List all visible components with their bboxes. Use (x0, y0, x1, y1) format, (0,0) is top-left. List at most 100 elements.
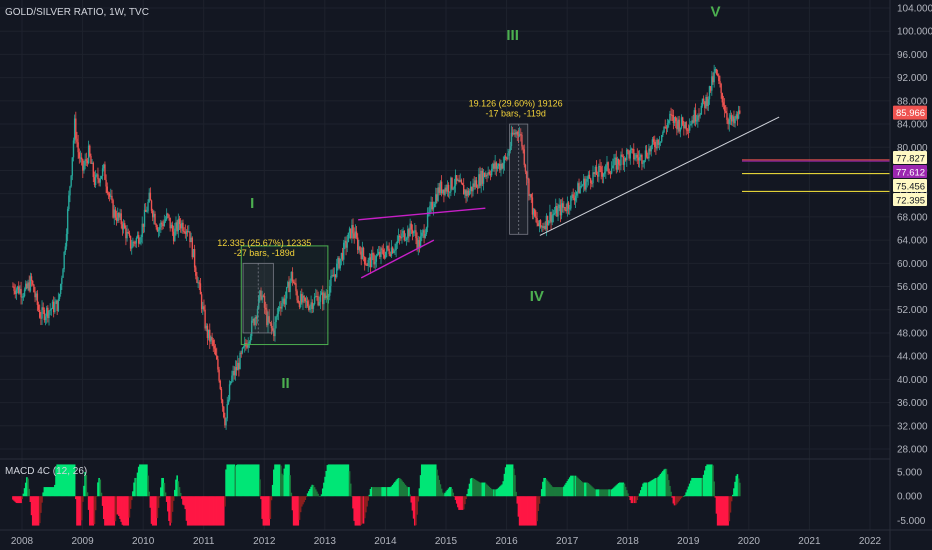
candle-body[interactable] (112, 200, 114, 218)
candle-body[interactable] (193, 249, 196, 268)
macd-bar[interactable] (503, 473, 506, 497)
macd-bar[interactable] (375, 487, 378, 497)
candle-body[interactable] (365, 264, 367, 266)
candle-body[interactable] (663, 126, 665, 133)
candle-body[interactable] (239, 352, 241, 370)
macd-bar[interactable] (353, 496, 356, 521)
macd-bar[interactable] (440, 488, 443, 497)
macd-bar[interactable] (167, 496, 169, 512)
candle-body[interactable] (63, 251, 65, 270)
candle-body[interactable] (48, 310, 50, 319)
candle-body[interactable] (658, 142, 661, 145)
candle-body[interactable] (230, 381, 232, 385)
macd-bar[interactable] (218, 496, 220, 526)
candle-body[interactable] (263, 296, 266, 308)
candle-body[interactable] (20, 288, 22, 298)
drawings-layer[interactable] (240, 116, 780, 346)
macd-bar[interactable] (686, 489, 689, 497)
candle-body[interactable] (368, 257, 371, 261)
candle-body[interactable] (555, 206, 557, 214)
macd-bar[interactable] (227, 464, 230, 497)
candle-body[interactable] (160, 222, 162, 228)
macd-bar[interactable] (691, 477, 693, 497)
macd-bar[interactable] (408, 487, 410, 497)
candle-body[interactable] (36, 293, 39, 305)
candle-body[interactable] (633, 148, 635, 160)
candle-body[interactable] (705, 96, 707, 108)
macd-bar[interactable] (298, 496, 301, 520)
candle-body[interactable] (523, 149, 525, 165)
macd-bar[interactable] (473, 478, 475, 497)
candle-body[interactable] (525, 171, 528, 179)
macd-bar[interactable] (321, 488, 324, 497)
macd-bar[interactable] (707, 464, 710, 497)
macd-bar[interactable] (716, 496, 719, 526)
macd-bar[interactable] (439, 484, 442, 497)
candle-body[interactable] (309, 305, 311, 310)
macd-bar[interactable] (31, 496, 34, 526)
candle-body[interactable] (30, 276, 33, 281)
candle-body[interactable] (32, 280, 34, 285)
macd-bar[interactable] (380, 487, 382, 497)
candle-body[interactable] (425, 227, 428, 235)
candle-body[interactable] (281, 302, 283, 309)
time-scale[interactable]: 2008 2009 2010 2011 2012 2013 2014 2015 2016 2017… (11, 536, 882, 547)
macd-bar[interactable] (42, 492, 44, 497)
macd-bar[interactable] (211, 496, 213, 526)
candle-body[interactable] (225, 418, 227, 426)
candle-body[interactable] (575, 191, 578, 196)
macd-bar[interactable] (314, 489, 317, 497)
candle-body[interactable] (219, 380, 221, 389)
macd-bar[interactable] (424, 464, 427, 497)
macd-bar[interactable] (30, 496, 33, 516)
macd-bar[interactable] (648, 482, 650, 497)
candle-body[interactable] (450, 177, 452, 192)
macd-bar[interactable] (598, 489, 600, 497)
macd-bar[interactable] (556, 487, 558, 497)
macd-bar[interactable] (483, 482, 486, 497)
macd-bar[interactable] (56, 464, 58, 497)
candle-body[interactable] (317, 296, 319, 306)
candle-body[interactable] (387, 245, 389, 249)
macd-bar[interactable] (23, 488, 26, 497)
candle-body[interactable] (560, 203, 563, 216)
candle-body[interactable] (255, 317, 258, 319)
macd-bar[interactable] (344, 464, 346, 497)
macd-bar[interactable] (492, 489, 494, 497)
candle-body[interactable] (666, 123, 669, 129)
candle-body[interactable] (416, 238, 418, 249)
macd-bar[interactable] (404, 484, 407, 497)
macd-bar[interactable] (275, 464, 277, 497)
macd-bar[interactable] (189, 496, 191, 526)
macd-bar[interactable] (596, 489, 599, 497)
candle-body[interactable] (179, 223, 182, 229)
macd-bar[interactable] (694, 477, 697, 497)
candle-body[interactable] (12, 286, 14, 288)
candle-body[interactable] (508, 150, 510, 154)
candle-body[interactable] (440, 181, 443, 194)
candle-body[interactable] (207, 329, 210, 339)
macd-bar[interactable] (532, 496, 535, 526)
candle-body[interactable] (382, 249, 385, 256)
candle-body[interactable] (656, 139, 658, 149)
macd-bar[interactable] (165, 496, 168, 502)
macd-bar[interactable] (284, 464, 287, 497)
candle-body[interactable] (672, 115, 675, 124)
candle-body[interactable] (579, 186, 581, 194)
macd-bar[interactable] (719, 496, 721, 526)
macd-bar[interactable] (335, 464, 338, 497)
candle-body[interactable] (623, 158, 626, 165)
macd-bar[interactable] (352, 496, 354, 509)
candle-body[interactable] (188, 231, 190, 233)
macd-bar[interactable] (181, 496, 183, 499)
macd-bar[interactable] (33, 496, 35, 526)
macd-bar[interactable] (224, 496, 226, 507)
candle-body[interactable] (640, 154, 642, 158)
macd-bar[interactable] (188, 496, 190, 526)
macd-bar[interactable] (83, 485, 85, 497)
macd-bar[interactable] (45, 487, 48, 497)
macd-bar[interactable] (84, 471, 86, 497)
candle-body[interactable] (732, 116, 734, 122)
macd-bar[interactable] (278, 464, 281, 497)
macd-bar[interactable] (516, 496, 519, 504)
